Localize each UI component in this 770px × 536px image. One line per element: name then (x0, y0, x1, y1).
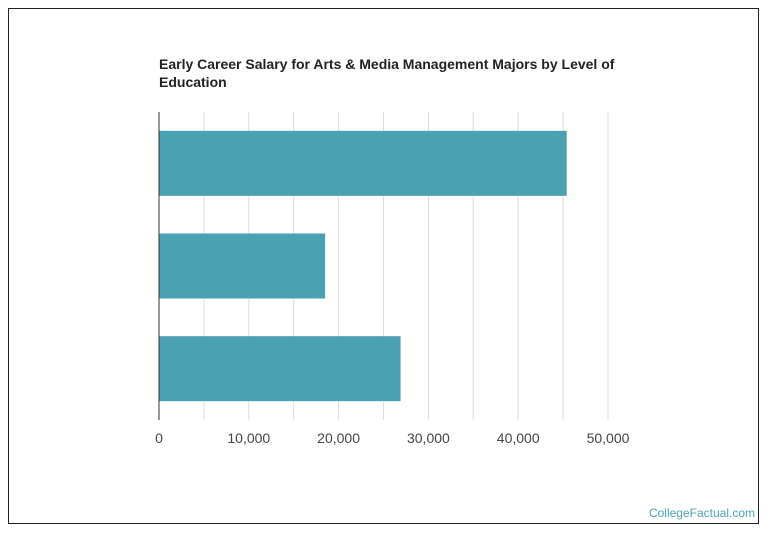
bars (159, 130, 567, 402)
bar-3 (159, 336, 401, 402)
x-tick-label: 10,000 (227, 430, 270, 446)
x-tick-label: 30,000 (407, 430, 450, 446)
x-tick-label: 0 (155, 430, 163, 446)
bar-2 (159, 233, 326, 299)
bar-1 (159, 130, 567, 196)
x-tick-label: 20,000 (317, 430, 360, 446)
x-tick-label: 50,000 (587, 430, 630, 446)
chart-title: Early Career Salary for Arts & Media Man… (159, 56, 615, 90)
x-tick-labels: 0 10,000 20,000 30,000 40,000 50,000 (155, 430, 630, 446)
watermark: CollegeFactual.com (648, 506, 755, 520)
x-tick-label: 40,000 (497, 430, 540, 446)
